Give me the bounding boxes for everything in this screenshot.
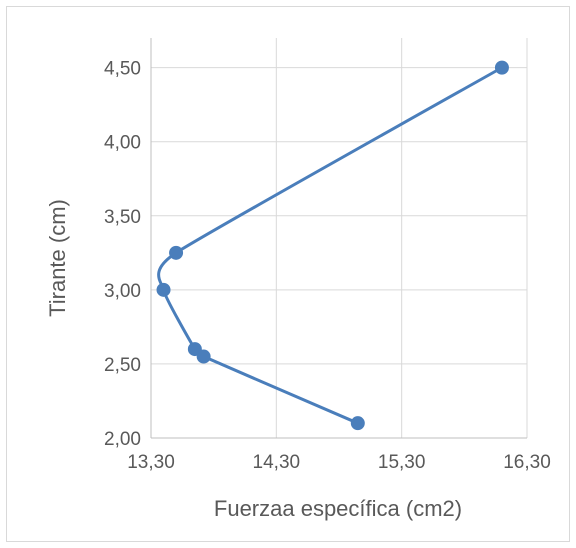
data-point (494, 60, 509, 75)
y-tick-labels: 2,00 2,50 3,00 3,50 4,00 4,50 (104, 59, 141, 450)
x-tick-label: 13,30 (127, 452, 175, 473)
x-axis-title: Fuerzaa específica (cm2) (214, 496, 462, 521)
data-point (169, 245, 184, 260)
y-tick-label: 2,00 (104, 429, 141, 450)
x-tick-label: 16,30 (503, 452, 551, 473)
y-tick-label: 4,00 (104, 133, 141, 154)
data-point (350, 416, 365, 431)
x-tick-label: 14,30 (253, 452, 301, 473)
x-tick-labels: 13,30 14,30 15,30 16,30 (127, 452, 551, 473)
y-tick-label: 4,50 (104, 59, 141, 80)
y-tick-label: 3,00 (104, 281, 141, 302)
data-point (156, 282, 171, 297)
data-point (196, 349, 211, 364)
x-tick-label: 15,30 (378, 452, 426, 473)
series-layer (156, 60, 509, 431)
series-line (157, 66, 503, 425)
y-axis-title: Tirante (cm) (45, 199, 70, 317)
y-tick-label: 2,50 (104, 355, 141, 376)
gridlines (151, 38, 528, 438)
axes (150, 38, 527, 439)
chart-frame (6, 6, 570, 542)
y-tick-label: 3,50 (104, 207, 141, 228)
